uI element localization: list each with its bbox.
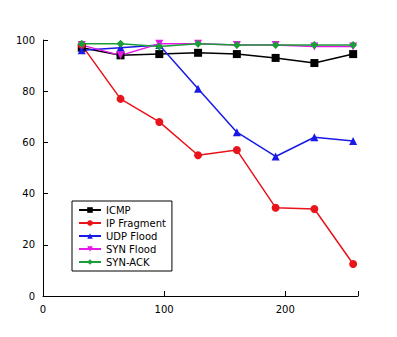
svg-text:80: 80 xyxy=(22,86,35,97)
svg-text:SYN-ACK: SYN-ACK xyxy=(106,257,150,268)
svg-text:0: 0 xyxy=(40,304,46,315)
svg-text:60: 60 xyxy=(22,137,35,148)
svg-text:20: 20 xyxy=(22,239,35,250)
svg-text:0: 0 xyxy=(29,291,35,302)
svg-text:200: 200 xyxy=(276,304,295,315)
svg-text:IP Fragment: IP Fragment xyxy=(106,218,166,229)
svg-text:ICMP: ICMP xyxy=(106,205,131,216)
svg-text:100: 100 xyxy=(155,304,174,315)
svg-text:UDP Flood: UDP Flood xyxy=(106,231,157,242)
svg-text:SYN Flood: SYN Flood xyxy=(106,244,156,255)
svg-text:40: 40 xyxy=(22,188,35,199)
svg-text:100: 100 xyxy=(16,35,35,46)
